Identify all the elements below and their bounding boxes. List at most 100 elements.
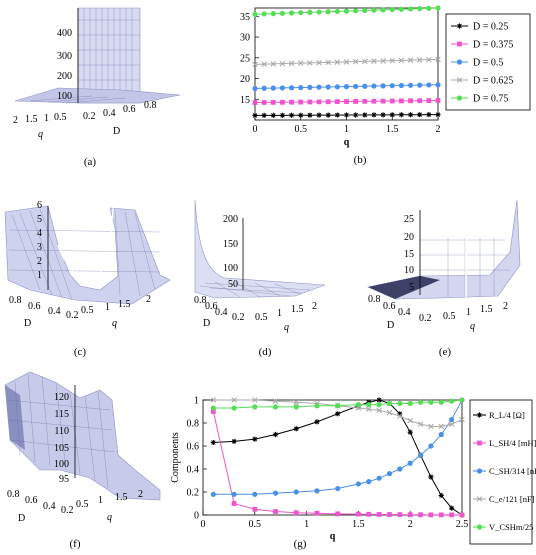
panel-b-data-point [380, 83, 386, 89]
panel-g-data-point [449, 416, 455, 423]
panel-g-data-point [272, 404, 279, 410]
panel-b-data-point [252, 61, 258, 68]
panel-g-legend-label: R_L/4 [Ω] [489, 410, 525, 420]
panel-g-data-point [252, 397, 258, 403]
panel-b-data-point [261, 61, 267, 67]
panel-a-z-tick: 400 [57, 28, 72, 39]
panel-f-d-tick: 0.6 [25, 495, 38, 506]
panel-g-data-point [293, 404, 299, 410]
panel-b-data-point [270, 85, 276, 91]
panel-c-d-tick: 0.4 [48, 306, 61, 317]
panel-e-q-tick: 1.5 [480, 304, 493, 315]
panel-g-data-point [428, 399, 434, 405]
panel-g-series [210, 397, 465, 411]
panel-b-y-tick-label: 15 [240, 95, 250, 106]
panel-g-data-point [210, 405, 216, 411]
panel-g-data-point [376, 512, 382, 517]
panel-b-data-point [435, 112, 441, 118]
panel-g-data-point [407, 417, 413, 424]
panel-b-data-point [344, 99, 349, 104]
panel-g-data-point [417, 399, 424, 405]
panel-label-d: (d) [259, 346, 272, 358]
panel-b-data-point [252, 11, 258, 17]
panel-a-z-tick: 300 [57, 51, 72, 62]
panel-b-data-point [417, 98, 423, 104]
panel-b-data-point [298, 99, 304, 105]
panel-g-data-point [459, 416, 465, 423]
panel-c-surface-plot: 6 5 4 3 2 1 0.8 0.6 0.4 0.2 0.5 1 1.5 2 … [4, 200, 171, 329]
panel-c-z-tick: 3 [37, 242, 42, 253]
panel-b-data-point [298, 10, 304, 16]
panel-g-line-chart: 0 0.5 1 1.5 2 2.5 0 0.2 0.4 0.6 0.8 1 q Components R_L… [170, 396, 536, 545]
panel-g-data-point [438, 399, 444, 405]
panel-b-data-point [435, 5, 441, 11]
panel-g-data-point [428, 474, 434, 480]
panel-d-surface [194, 199, 326, 299]
panel-b-data-point [334, 84, 340, 90]
panel-b-data-point [316, 9, 322, 15]
panel-g-data-point [448, 421, 455, 427]
panel-g-data-point [293, 399, 300, 406]
panel-c-q-tick: 1.5 [118, 299, 131, 310]
panel-g-data-point [252, 404, 258, 410]
panel-b-data-point [353, 112, 359, 118]
panel-g-data-point [231, 405, 237, 411]
panel-g-data-point [273, 509, 278, 514]
panel-b-data-point [371, 112, 377, 118]
panel-b-legend-marker [456, 95, 463, 101]
panel-g-data-point [210, 491, 216, 497]
panel-f-d-label: D [18, 513, 25, 524]
panel-e-z-tick: 5 [409, 282, 414, 293]
panel-b-legend-label: D = 0.75 [473, 94, 508, 105]
panel-b-line-chart: 0 0.5 1 1.5 2 15 20 25 30 35 q D = 0.25 D = 0.375 D =… [240, 5, 531, 148]
panel-b-data-point [279, 60, 286, 67]
panel-g-data-point [355, 481, 361, 487]
panel-a-q-tick: 1.5 [25, 114, 38, 125]
panel-b-series [252, 56, 441, 68]
panel-c-surface [4, 205, 171, 305]
panel-b-data-point [408, 98, 413, 104]
panel-e-d-tick: 0.4 [398, 307, 411, 318]
panel-c-q-tick: 0.5 [81, 305, 94, 316]
panel-g-data-point [459, 397, 465, 403]
panel-b-x-tick-label: 0 [253, 124, 258, 135]
panel-b-data-point [389, 112, 395, 118]
panel-a-q-tick: 1 [44, 113, 49, 124]
panel-b-data-point [279, 112, 286, 118]
panel-g-data-point [407, 460, 413, 466]
panel-c-q-tick: 2 [146, 294, 151, 305]
panel-a-q-tick: 0.5 [54, 112, 67, 123]
panel-g-data-point [449, 505, 455, 511]
panel-b-x-tick-label: 2 [436, 124, 441, 135]
panel-d-q-tick: 2 [312, 301, 317, 312]
panel-e-d-label: D [387, 320, 394, 331]
panel-g-data-point [252, 506, 258, 512]
panel-b-data-point [380, 58, 386, 64]
panel-b-data-point [371, 58, 377, 64]
panel-g-data-point [314, 510, 320, 516]
panel-c-z-tick: 4 [37, 228, 42, 239]
panel-f-d-tick: 0.2 [61, 505, 74, 516]
panel-b-data-point [426, 82, 432, 88]
panel-e-z-tick: 25 [404, 214, 414, 225]
panel-b-legend-marker [456, 77, 463, 83]
panel-b-data-point [289, 85, 295, 91]
panel-b-x-tick-label: 1 [344, 124, 349, 135]
panel-f-z-tick: 110 [54, 426, 69, 437]
panel-d-surface-plot: 200 150 100 50 0.8 0.6 0.4 0.2 0.5 1 1.5… [194, 199, 326, 333]
panel-g-legend-label: V_CSHm/25 [V] [489, 522, 536, 532]
panel-b-data-point [252, 112, 258, 119]
panel-g-x-tick-label: 2.5 [456, 519, 469, 530]
panel-b-data-point [399, 98, 404, 104]
panel-b-data-point [426, 56, 432, 63]
panel-g-series-line [213, 399, 463, 427]
panel-g-y-tick-label: 0.4 [187, 465, 200, 476]
panel-b-data-point [352, 58, 359, 65]
panel-d-q-tick: 1 [277, 308, 282, 319]
panel-g-data-point [417, 421, 424, 427]
panel-f-d-tick: 0.8 [7, 489, 20, 500]
panel-b-data-point [343, 59, 350, 65]
panel-g-data-point [438, 431, 444, 438]
panel-g-x-tick-label: 0.5 [249, 519, 262, 530]
panel-g-data-point [438, 423, 445, 430]
